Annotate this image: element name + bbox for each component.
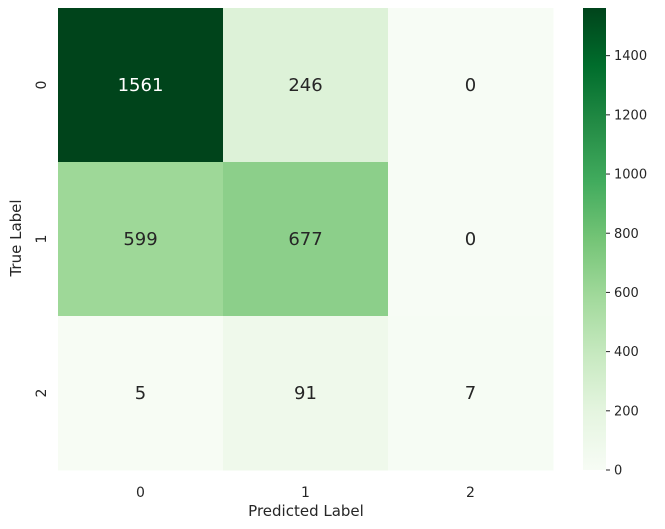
colorbar-tick-label: 400 xyxy=(614,345,639,360)
heatmap-cell-value: 0 xyxy=(465,229,476,250)
x-axis-title: Predicted Label xyxy=(248,502,364,520)
colorbar-tick-label: 800 xyxy=(614,227,639,242)
colorbar-tick-label: 1400 xyxy=(614,49,647,64)
x-tick-label: 2 xyxy=(466,485,475,501)
colorbar xyxy=(583,8,606,470)
y-tick-label: 0 xyxy=(34,81,50,90)
x-tick-label: 1 xyxy=(301,485,310,501)
colorbar-ticks: 0 200 400 600 800 1000 1200 1400 xyxy=(606,49,647,479)
heatmap-cell xyxy=(388,162,554,317)
heatmap-cell-value: 1561 xyxy=(118,75,164,96)
heatmap-cell xyxy=(58,8,224,163)
heatmap-cell xyxy=(388,316,554,471)
colorbar-tick-label: 0 xyxy=(614,464,622,479)
x-tick-label: 0 xyxy=(136,485,145,501)
colorbar-tick-label: 200 xyxy=(614,404,639,419)
heatmap-cell xyxy=(223,162,389,317)
y-tick-label: 2 xyxy=(34,389,50,398)
colorbar-tick-label: 600 xyxy=(614,286,639,301)
y-axis-title: True Label xyxy=(7,199,25,277)
heatmap-cell-value: 91 xyxy=(294,383,317,404)
heatmap-cells xyxy=(58,8,554,471)
heatmap-cell xyxy=(223,8,389,163)
heatmap-cell xyxy=(388,8,554,163)
heatmap-cell-value: 0 xyxy=(465,75,476,96)
x-axis-ticks: 0 1 2 xyxy=(136,485,475,501)
colorbar-tick-label: 1000 xyxy=(614,168,647,183)
y-axis-ticks: 0 1 2 xyxy=(34,81,50,398)
heatmap-cell-value: 246 xyxy=(288,75,322,96)
heatmap-cell-value: 5 xyxy=(135,383,146,404)
heatmap-cell xyxy=(58,162,224,317)
heatmap-cell-value: 7 xyxy=(465,383,476,404)
heatmap-cell xyxy=(58,316,224,471)
heatmap-cell-value: 599 xyxy=(123,229,157,250)
colorbar-tick-label: 1200 xyxy=(614,108,647,123)
heatmap-cell-labels: 1561 246 0 599 677 0 5 91 7 xyxy=(118,75,477,404)
y-tick-label: 1 xyxy=(34,235,50,244)
heatmap-cell-value: 677 xyxy=(288,229,322,250)
heatmap-cell xyxy=(223,316,389,471)
